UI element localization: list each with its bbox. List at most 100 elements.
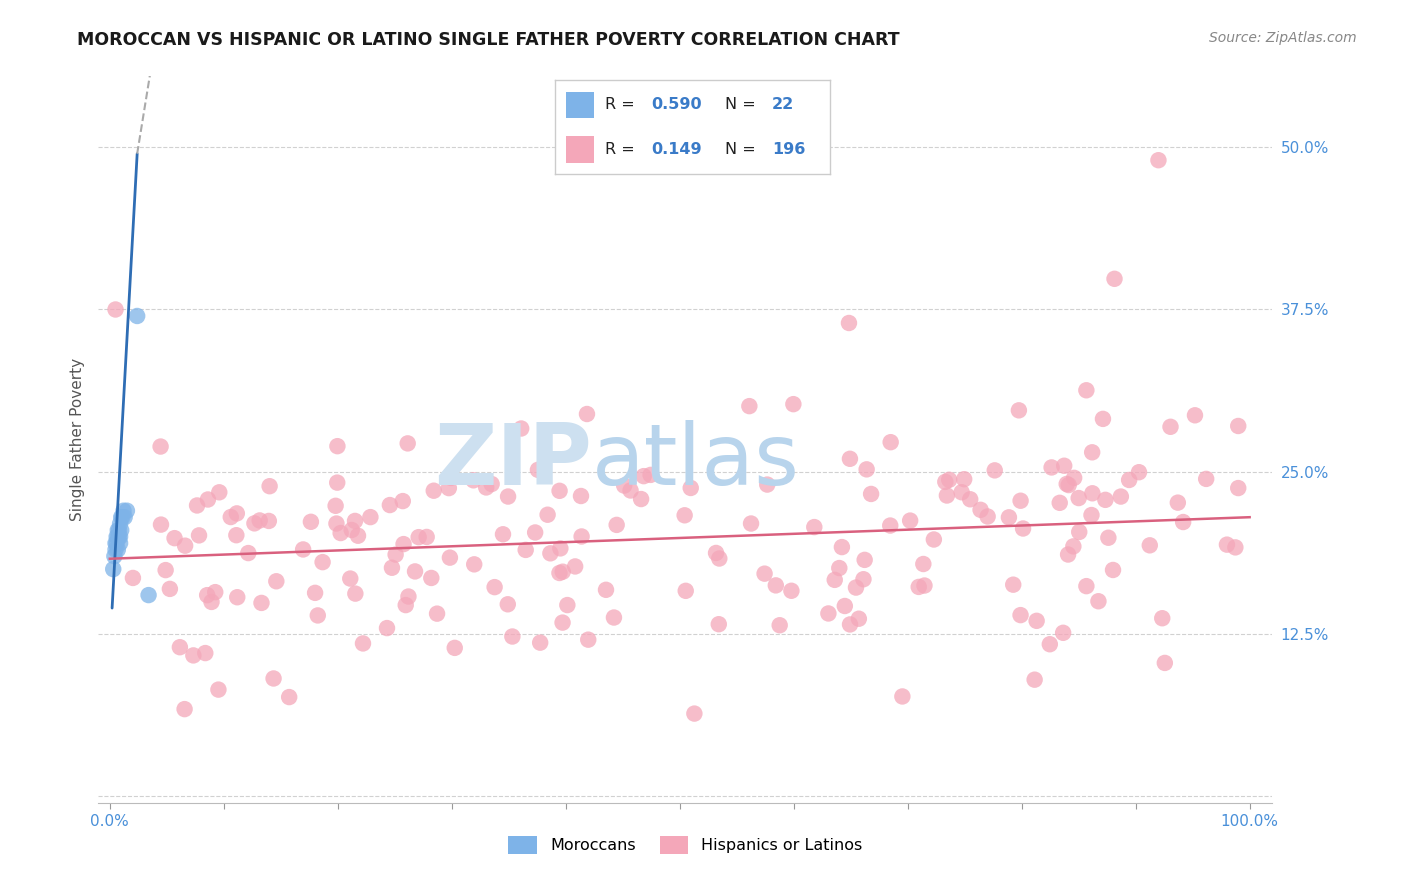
Point (983, 463, 1005, 477)
Point (107, 542, 129, 557)
Point (347, 529, 370, 543)
Point (675, 583, 697, 598)
Point (225, 528, 247, 542)
Point (1225, 541, 1247, 555)
Legend: Moroccans, Hispanics or Latinos: Moroccans, Hispanics or Latinos (502, 830, 869, 860)
Point (953, 472, 976, 486)
FancyBboxPatch shape (567, 92, 593, 118)
Point (1076, 579, 1098, 593)
Point (1052, 625, 1074, 640)
Point (938, 473, 960, 487)
Point (898, 514, 921, 528)
Point (344, 586, 367, 600)
Point (325, 499, 347, 513)
Point (104, 302, 127, 317)
Point (935, 488, 957, 502)
Text: atlas: atlas (592, 419, 800, 502)
Point (105, 536, 128, 550)
Point (249, 513, 271, 527)
Point (311, 555, 333, 569)
Point (463, 473, 485, 487)
Point (326, 439, 349, 453)
Text: ZIP: ZIP (434, 419, 592, 502)
Point (1002, 577, 1025, 591)
Point (569, 489, 592, 503)
Point (1010, 493, 1032, 508)
Point (831, 540, 853, 554)
Point (200, 595, 222, 609)
Point (1056, 477, 1078, 491)
Point (359, 510, 381, 524)
Point (340, 523, 363, 537)
Point (603, 610, 626, 624)
Text: N =: N = (725, 142, 761, 157)
Point (408, 530, 430, 544)
Point (536, 508, 558, 522)
Point (934, 475, 956, 489)
Point (278, 690, 301, 704)
Point (194, 646, 217, 660)
Point (1147, 153, 1170, 168)
Point (439, 550, 461, 565)
Point (551, 565, 574, 579)
Point (780, 583, 803, 598)
Point (1109, 490, 1132, 504)
Point (208, 485, 231, 500)
Point (183, 648, 205, 663)
Point (207, 682, 229, 697)
Point (299, 515, 322, 529)
Point (1227, 419, 1250, 434)
Point (1227, 481, 1250, 495)
Point (1195, 472, 1218, 486)
Point (1087, 594, 1109, 608)
Point (381, 560, 404, 574)
Point (114, 510, 136, 524)
Point (1118, 473, 1140, 487)
Point (329, 526, 352, 541)
Point (1216, 538, 1239, 552)
Point (756, 477, 779, 491)
Point (108, 536, 131, 550)
Point (115, 504, 138, 518)
Point (548, 483, 571, 498)
Point (496, 597, 519, 611)
Point (155, 563, 177, 577)
Point (683, 706, 706, 721)
Point (707, 617, 730, 632)
Point (571, 529, 593, 543)
Point (174, 539, 197, 553)
Point (769, 618, 792, 632)
Point (339, 572, 361, 586)
Point (1024, 673, 1046, 687)
Point (415, 530, 437, 544)
Point (838, 316, 860, 330)
Point (159, 582, 181, 596)
FancyBboxPatch shape (567, 136, 593, 162)
Point (122, 571, 145, 585)
Point (879, 518, 901, 533)
Point (108, 516, 131, 531)
Point (673, 508, 696, 523)
Point (839, 451, 862, 466)
Point (1184, 409, 1206, 423)
Point (304, 586, 326, 600)
Point (845, 581, 868, 595)
Point (704, 546, 727, 560)
Point (1167, 496, 1189, 510)
Point (848, 612, 870, 626)
Text: 22: 22 (772, 97, 794, 112)
Point (538, 546, 561, 560)
Point (1012, 521, 1035, 535)
Point (259, 479, 281, 493)
Point (352, 636, 374, 650)
Point (619, 483, 641, 498)
Point (104, 542, 127, 557)
Point (976, 509, 998, 524)
Point (484, 580, 506, 594)
Point (1173, 515, 1195, 529)
Point (1094, 492, 1116, 507)
Point (557, 598, 579, 612)
Point (112, 504, 135, 518)
Point (266, 574, 288, 589)
Point (907, 580, 929, 594)
